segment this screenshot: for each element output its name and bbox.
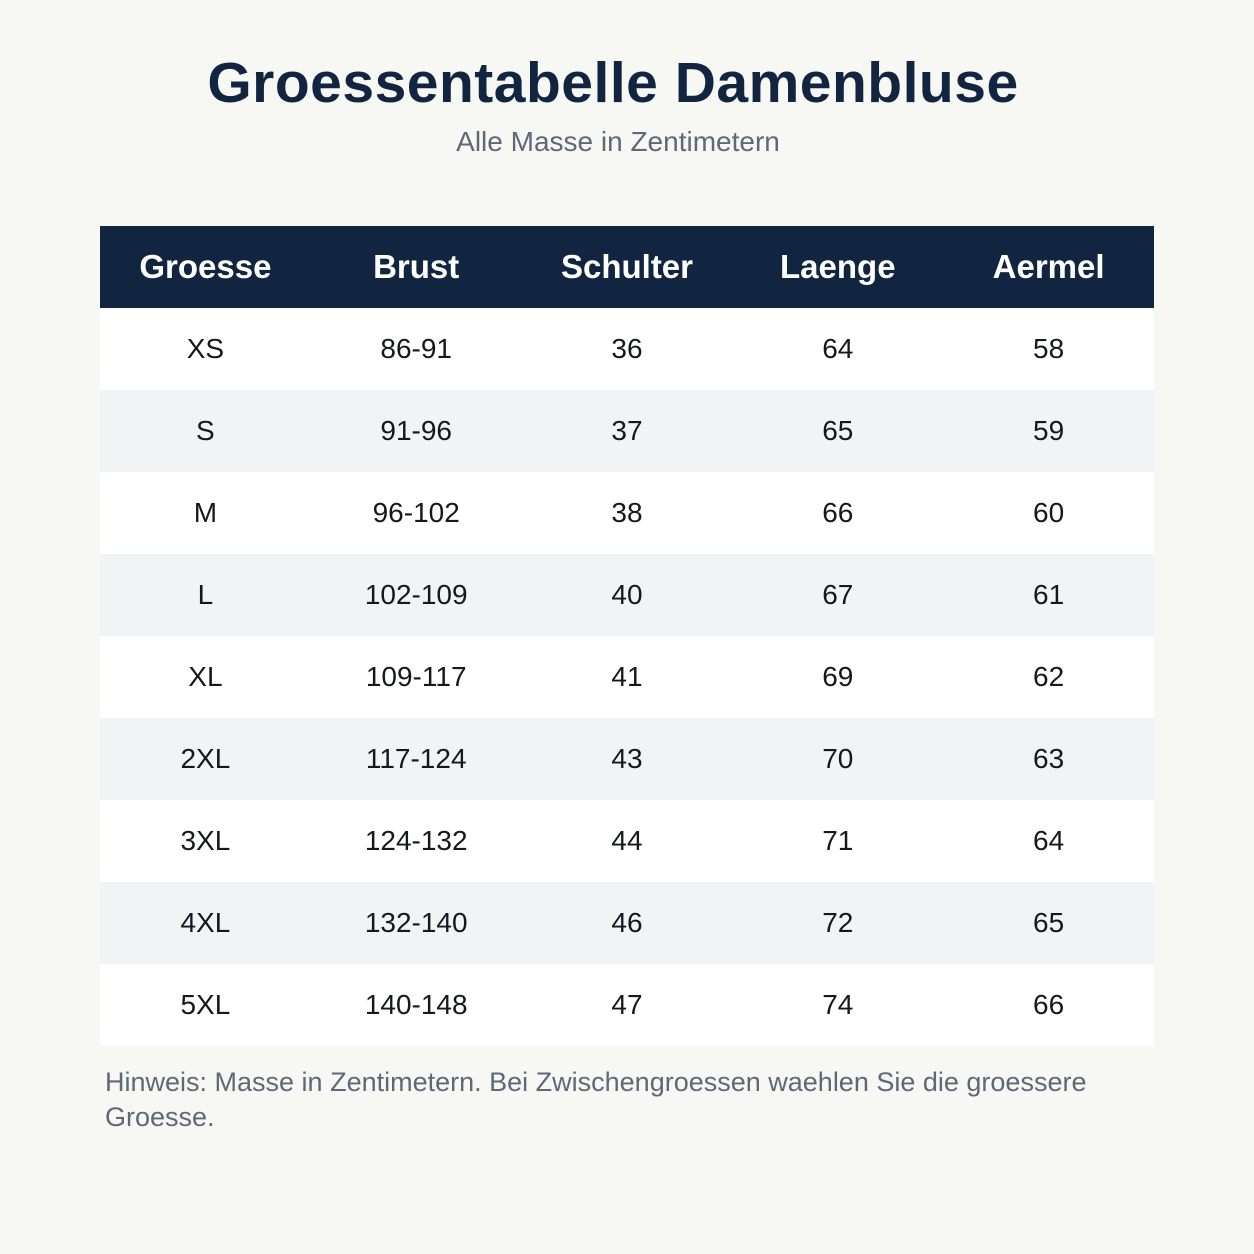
table-row: S 91-96 37 65 59: [100, 390, 1154, 472]
cell-brust: 86-91: [380, 333, 452, 364]
footnote: Hinweis: Masse in Zentimetern. Bei Zwisc…: [105, 1067, 1087, 1132]
cell-size: XS: [186, 333, 225, 364]
cell-laenge: 64: [822, 333, 854, 364]
cell-schulter: 40: [611, 579, 643, 610]
cell-laenge: 65: [822, 415, 854, 446]
cell-laenge: 67: [822, 579, 854, 610]
table-row: XS 86-91 36 64 58: [100, 308, 1154, 390]
cell-brust: 124-132: [364, 825, 468, 856]
cell-size: 4XL: [180, 907, 231, 938]
table-row: 2XL 117-124 43 70 63: [100, 718, 1154, 800]
cell-size: M: [193, 497, 218, 528]
cell-schulter: 44: [611, 825, 643, 856]
cell-aermel: 59: [1033, 415, 1065, 446]
cell-size: S: [196, 415, 215, 446]
page-subtitle: Alle Masse in Zentimetern: [456, 126, 780, 157]
cell-size: L: [197, 579, 214, 610]
column-header-brust: Brust: [373, 248, 460, 285]
cell-aermel: 66: [1033, 989, 1065, 1020]
cell-size: XL: [188, 661, 223, 692]
table-row: 4XL 132-140 46 72 65: [100, 882, 1154, 964]
cell-brust: 117-124: [365, 743, 467, 774]
cell-laenge: 72: [822, 907, 854, 938]
page-title: Groessentabelle Damenbluse: [207, 51, 1019, 115]
table-row: M 96-102 38 66 60: [100, 472, 1154, 554]
cell-aermel: 65: [1033, 907, 1065, 938]
cell-size: 3XL: [180, 825, 231, 856]
cell-brust: 91-96: [380, 415, 452, 446]
cell-aermel: 61: [1033, 579, 1065, 610]
column-header-groesse: Groesse: [139, 248, 272, 285]
cell-aermel: 63: [1033, 743, 1065, 774]
cell-aermel: 62: [1033, 661, 1065, 692]
cell-brust: 102-109: [364, 579, 468, 610]
cell-laenge: 69: [822, 661, 854, 692]
cell-brust: 109-117: [365, 661, 467, 692]
cell-aermel: 60: [1033, 497, 1065, 528]
cell-aermel: 64: [1033, 825, 1065, 856]
column-header-aermel: Aermel: [992, 248, 1105, 285]
cell-brust: 140-148: [364, 989, 468, 1020]
cell-size: 5XL: [180, 989, 231, 1020]
column-header-laenge: Laenge: [780, 248, 896, 285]
size-table: Groesse Brust Schulter Laenge Aermel XS …: [100, 226, 1154, 1046]
column-header-schulter: Schulter: [560, 248, 694, 285]
cell-laenge: 70: [822, 743, 854, 774]
cell-schulter: 47: [611, 989, 643, 1020]
table-body: XS 86-91 36 64 58 S 91-96 37 65 59 M 96-…: [100, 308, 1154, 1046]
cell-size: 2XL: [180, 743, 231, 774]
cell-schulter: 36: [611, 333, 643, 364]
cell-laenge: 66: [822, 497, 854, 528]
cell-schulter: 46: [611, 907, 643, 938]
cell-brust: 96-102: [372, 497, 460, 528]
cell-schulter: 43: [611, 743, 643, 774]
cell-laenge: 74: [822, 989, 854, 1020]
table-row: L 102-109 40 67 61: [100, 554, 1154, 636]
table-header: Groesse Brust Schulter Laenge Aermel: [100, 226, 1154, 308]
cell-schulter: 41: [611, 661, 643, 692]
cell-schulter: 38: [611, 497, 643, 528]
cell-aermel: 58: [1033, 333, 1065, 364]
cell-laenge: 71: [822, 825, 854, 856]
cell-schulter: 37: [611, 415, 643, 446]
header-row: Groesse Brust Schulter Laenge Aermel: [100, 226, 1154, 308]
cell-brust: 132-140: [364, 907, 468, 938]
table-row: 3XL 124-132 44 71 64: [100, 800, 1154, 882]
table-row: 5XL 140-148 47 74 66: [100, 964, 1154, 1046]
table-row: XL 109-117 41 69 62: [100, 636, 1154, 718]
